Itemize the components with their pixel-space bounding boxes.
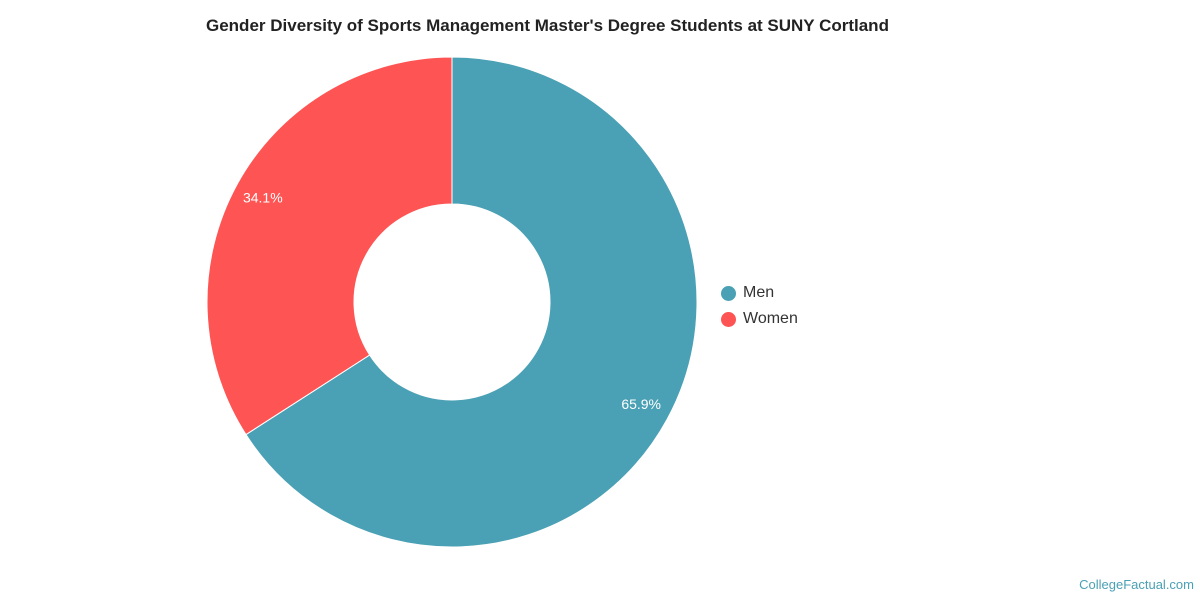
legend-label-men: Men (743, 284, 775, 301)
slice-labels-group: 65.9% 34.1% (243, 189, 661, 411)
slice-women[interactable] (206, 56, 453, 436)
credit-link[interactable]: CollegeFactual.com (1079, 577, 1194, 592)
slice-label-men: 65.9% (621, 396, 661, 412)
legend-swatch-men (721, 285, 736, 301)
slice-label-women: 34.1% (243, 189, 283, 205)
legend: Men Women (721, 280, 798, 332)
legend-item-men[interactable]: Men (721, 280, 798, 306)
slice-men[interactable] (245, 56, 698, 548)
legend-label-women: Women (743, 310, 798, 327)
slices-group (206, 56, 698, 548)
legend-item-women[interactable]: Women (721, 306, 798, 332)
chart-title: Gender Diversity of Sports Management Ma… (206, 16, 889, 35)
legend-swatch-women (721, 311, 736, 327)
